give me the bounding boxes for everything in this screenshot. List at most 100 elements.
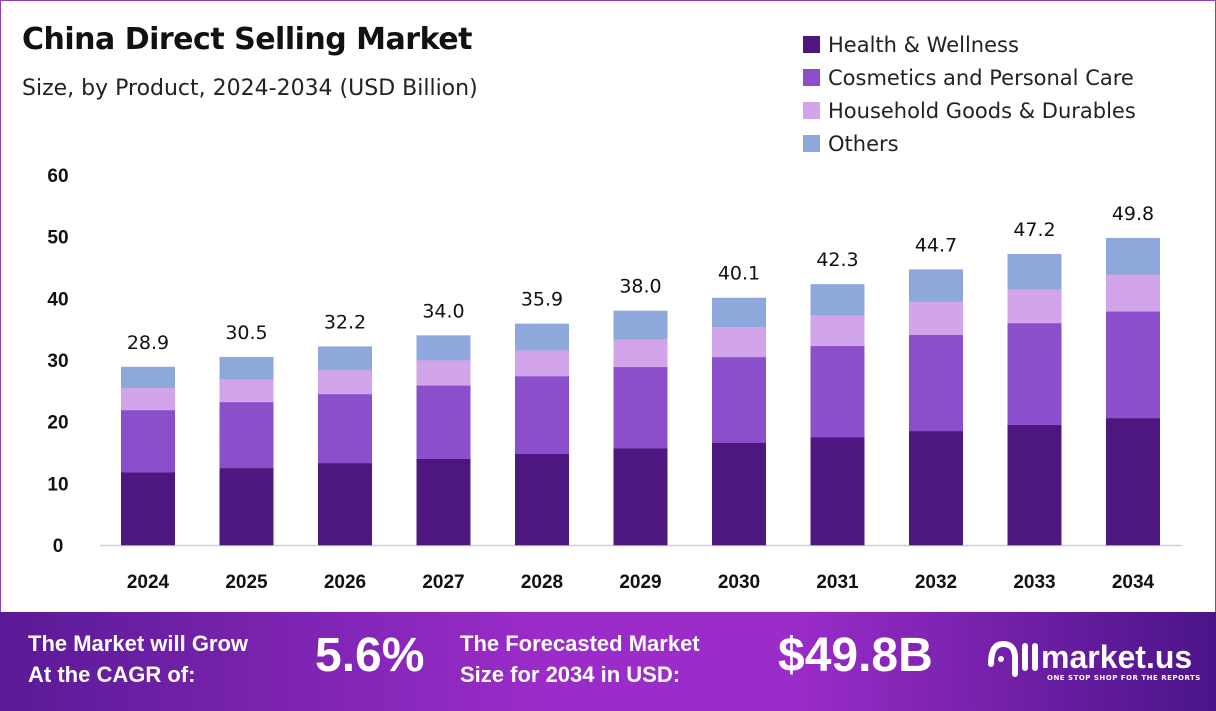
bar-segment-health xyxy=(909,430,963,546)
bar-segment-health xyxy=(318,462,372,546)
bar-segment-others xyxy=(121,366,175,389)
y-tick-label: 10 xyxy=(47,474,68,495)
bar-segment-health xyxy=(515,453,569,546)
total-data-label: 47.2 xyxy=(1013,219,1055,241)
total-data-label: 40.1 xyxy=(718,263,760,285)
legend-item-health: Health & Wellness xyxy=(803,28,1136,61)
bar-segment-household xyxy=(1106,274,1160,312)
forecast-value: $49.8B xyxy=(778,629,933,682)
total-data-label: 44.7 xyxy=(915,234,957,256)
bar-segment-others xyxy=(219,356,274,380)
logo-text: market.us xyxy=(1041,638,1193,675)
x-tick-label: 2029 xyxy=(619,572,661,593)
bar-segment-cosmetics xyxy=(515,376,569,455)
market-us-logo: market.us ONE STOP SHOP FOR THE REPORTS xyxy=(985,634,1200,682)
cagr-label: The Market will Grow At the CAGR of: xyxy=(28,628,248,690)
bar-segment-health xyxy=(1106,417,1160,546)
bar-segment-household xyxy=(416,360,471,386)
bar-segment-household xyxy=(219,379,274,403)
forecast-label-line2: Size for 2034 in USD: xyxy=(460,662,681,687)
legend-label: Cosmetics and Personal Care xyxy=(828,65,1134,90)
bar-segment-health xyxy=(1007,424,1062,546)
bar-segment-cosmetics xyxy=(416,385,471,459)
bar-segment-others xyxy=(515,323,569,351)
total-data-label: 49.8 xyxy=(1112,203,1154,225)
total-data-label: 35.9 xyxy=(521,289,563,311)
y-tick-label: 30 xyxy=(47,351,68,372)
y-tick-label: 50 xyxy=(47,228,68,249)
bar-segment-cosmetics xyxy=(219,401,274,469)
bar-segment-cosmetics xyxy=(318,393,372,464)
legend-swatch xyxy=(803,102,820,119)
legend-item-household: Household Goods & Durables xyxy=(803,94,1136,127)
y-tick-label: 60 xyxy=(47,166,68,187)
total-data-label: 38.0 xyxy=(619,276,661,298)
x-tick-label: 2030 xyxy=(718,572,760,593)
bar-segment-household xyxy=(1007,289,1062,324)
legend-label: Household Goods & Durables xyxy=(828,98,1136,123)
bar-segment-health xyxy=(219,467,274,546)
x-tick-label: 2024 xyxy=(127,572,170,593)
legend: Health & Wellness Cosmetics and Personal… xyxy=(803,28,1136,160)
legend-swatch xyxy=(803,36,820,53)
bar-segment-health xyxy=(810,437,865,546)
total-data-label: 32.2 xyxy=(324,311,366,333)
total-data-label: 34.0 xyxy=(422,300,464,322)
bar-segment-others xyxy=(613,310,668,340)
legend-label: Health & Wellness xyxy=(828,32,1019,57)
chart-subtitle: Size, by Product, 2024-2034 (USD Billion… xyxy=(22,76,478,101)
x-tick-label: 2027 xyxy=(422,572,464,593)
forecast-label-line1: The Forecasted Market xyxy=(460,631,700,656)
forecast-label: The Forecasted Market Size for 2034 in U… xyxy=(460,628,700,690)
legend-item-others: Others xyxy=(803,127,1136,160)
bar-segment-others xyxy=(909,269,963,302)
legend-swatch xyxy=(803,69,820,86)
bar-segment-others xyxy=(416,335,471,361)
bar-chart: 010203040506028.9202430.5202532.2202634.… xyxy=(47,166,1182,593)
footer-banner: The Market will Grow At the CAGR of: 5.6… xyxy=(0,612,1216,711)
y-tick-label: 0 xyxy=(53,536,64,557)
y-tick-label: 40 xyxy=(47,289,68,310)
bar-segment-health xyxy=(613,448,668,546)
x-tick-label: 2032 xyxy=(915,572,957,593)
chart-title: China Direct Selling Market xyxy=(22,22,472,57)
bar-segment-cosmetics xyxy=(121,409,175,473)
bar-segment-cosmetics xyxy=(1007,323,1062,426)
bar-segment-others xyxy=(1106,237,1160,275)
bar-segment-household xyxy=(909,301,963,336)
legend-item-cosmetics: Cosmetics and Personal Care xyxy=(803,61,1136,94)
total-data-label: 42.3 xyxy=(816,249,858,271)
total-data-label: 30.5 xyxy=(225,322,267,344)
bar-segment-household xyxy=(712,326,766,358)
x-tick-label: 2028 xyxy=(521,572,563,593)
y-tick-label: 20 xyxy=(47,413,68,434)
bar-segment-cosmetics xyxy=(712,356,766,443)
x-tick-label: 2025 xyxy=(225,572,268,593)
x-tick-label: 2034 xyxy=(1112,572,1155,593)
logo-tagline: ONE STOP SHOP FOR THE REPORTS xyxy=(1047,674,1201,682)
bar-segment-household xyxy=(318,369,372,395)
bar-segment-household xyxy=(810,314,865,347)
bar-segment-cosmetics xyxy=(613,366,668,449)
bar-segment-others xyxy=(712,297,766,327)
x-tick-label: 2026 xyxy=(324,572,366,593)
bar-segment-household xyxy=(515,350,569,377)
legend-label: Others xyxy=(828,131,899,156)
x-tick-label: 2033 xyxy=(1013,572,1055,593)
bar-segment-cosmetics xyxy=(810,345,865,438)
x-tick-label: 2031 xyxy=(816,572,859,593)
cagr-value: 5.6% xyxy=(315,629,425,682)
bar-segment-cosmetics xyxy=(909,334,963,432)
total-data-label: 28.9 xyxy=(127,332,169,354)
bar-segment-others xyxy=(1007,253,1062,290)
bar-segment-cosmetics xyxy=(1106,311,1160,419)
legend-swatch xyxy=(803,135,820,152)
logo-icon xyxy=(988,640,1038,677)
bar-segment-household xyxy=(121,387,175,411)
bar-segment-health xyxy=(121,472,175,546)
bar-segment-household xyxy=(613,339,668,368)
cagr-label-line2: At the CAGR of: xyxy=(28,662,196,687)
cagr-label-line1: The Market will Grow xyxy=(28,631,249,656)
bar-segment-others xyxy=(318,346,372,371)
bar-segment-others xyxy=(810,284,865,316)
